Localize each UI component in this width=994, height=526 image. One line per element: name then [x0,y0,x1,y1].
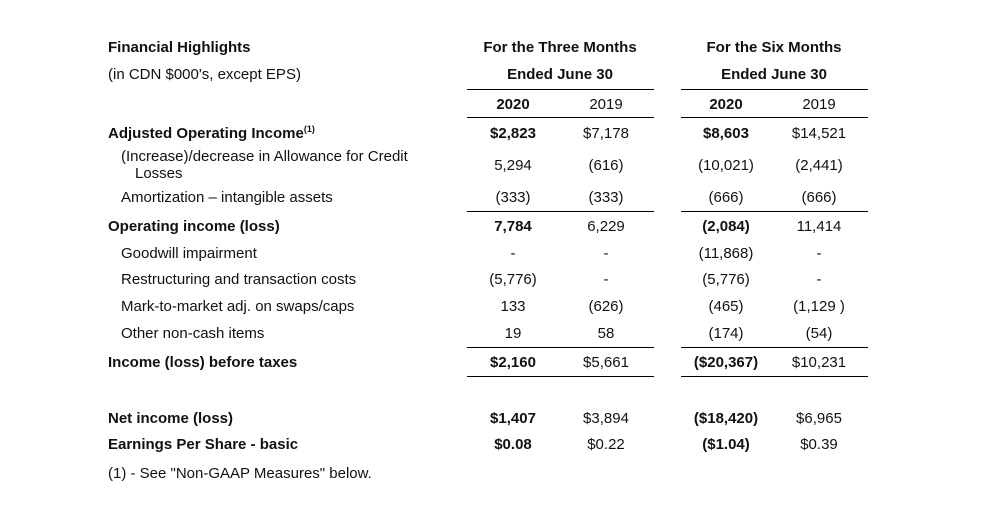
row-label-continued: Losses [135,165,183,182]
total-rule-six-months [681,347,868,348]
row-value: - [603,271,609,288]
subtotal-rule-three-months [467,211,654,212]
header-rule-six-months [681,89,868,90]
row-label: Restructuring and transaction costs [121,271,357,288]
three-months-header-line2: Ended June 30 [507,66,613,83]
header-rule-three-months [467,89,654,90]
row-value: - [603,245,609,262]
row-value: ($18,420) [693,410,759,427]
row-label: (Increase)/decrease in Allowance for Cre… [121,148,408,165]
row-value: $10,231 [791,354,847,371]
row-value: 7,784 [494,218,532,235]
row-value: (616) [588,157,624,174]
row-value: (54) [805,325,833,342]
row-value: (5,776) [702,271,750,288]
bottom-rule-three-months [467,376,654,377]
row-label: Amortization – intangible assets [121,189,333,206]
row-value: (333) [588,189,624,206]
row-value: $2,823 [490,125,536,142]
row-value: (11,868) [698,245,754,262]
row-value: 58 [597,325,615,342]
row-value: 6,229 [587,218,625,235]
row-label: Mark-to-market adj. on swaps/caps [121,298,355,315]
row-value: $6,965 [796,410,842,427]
row-value: 11,414 [796,218,842,235]
year-col-1: 2020 [496,96,530,113]
row-label: Net income (loss) [108,410,234,427]
row-value: $8,603 [703,125,749,142]
row-value: - [816,271,822,288]
row-value: (1,129 ) [793,298,845,315]
row-label: Goodwill impairment [121,245,257,262]
six-months-header-line2: Ended June 30 [721,66,827,83]
footnote: (1) - See "Non-GAAP Measures" below. [108,465,372,482]
year-col-3: 2020 [709,96,743,113]
row-value: $2,160 [490,354,536,371]
row-value: (10,021) [698,157,754,174]
year-col-4: 2019 [802,96,836,113]
row-value: (2,084) [702,218,750,235]
row-value: (333) [495,189,531,206]
row-value: 5,294 [494,157,532,174]
row-label: Earnings Per Share - basic [108,436,299,453]
row-label: Operating income (loss) [108,218,280,235]
row-value: (5,776) [489,271,537,288]
row-value: ($1.04) [702,436,750,453]
six-months-header-line1: For the Six Months [706,39,842,56]
row-label: Income (loss) before taxes [108,354,298,371]
row-value: (666) [708,189,744,206]
table-title: Financial Highlights [108,39,251,56]
row-value: $5,661 [583,354,629,371]
row-value: (2,441) [795,157,843,174]
row-value: $1,407 [490,410,536,427]
row-value: (465) [708,298,744,315]
row-value: $3,894 [583,410,629,427]
row-value: $0.08 [494,436,532,453]
row-label: Other non-cash items [121,325,265,342]
row-value: (626) [588,298,624,315]
row-value: (666) [801,189,837,206]
row-value: - [816,245,822,262]
year-rule-six-months [681,117,868,118]
row-value: - [510,245,516,262]
row-value: ($20,367) [693,354,759,371]
total-rule-three-months [467,347,654,348]
row-value: $0.39 [800,436,838,453]
three-months-header-line1: For the Three Months [483,39,637,56]
bottom-rule-six-months [681,376,868,377]
row-value: $7,178 [583,125,629,142]
row-value: $14,521 [791,125,847,142]
row-value: 133 [500,298,526,315]
table-subtitle: (in CDN $000's, except EPS) [108,66,301,83]
row-value: $0.22 [587,436,625,453]
year-rule-three-months [467,117,654,118]
row-value: (174) [708,325,744,342]
row-value: 19 [504,325,522,342]
subtotal-rule-six-months [681,211,868,212]
year-col-2: 2019 [589,96,623,113]
row-label: Adjusted Operating Income(1) [108,124,315,143]
